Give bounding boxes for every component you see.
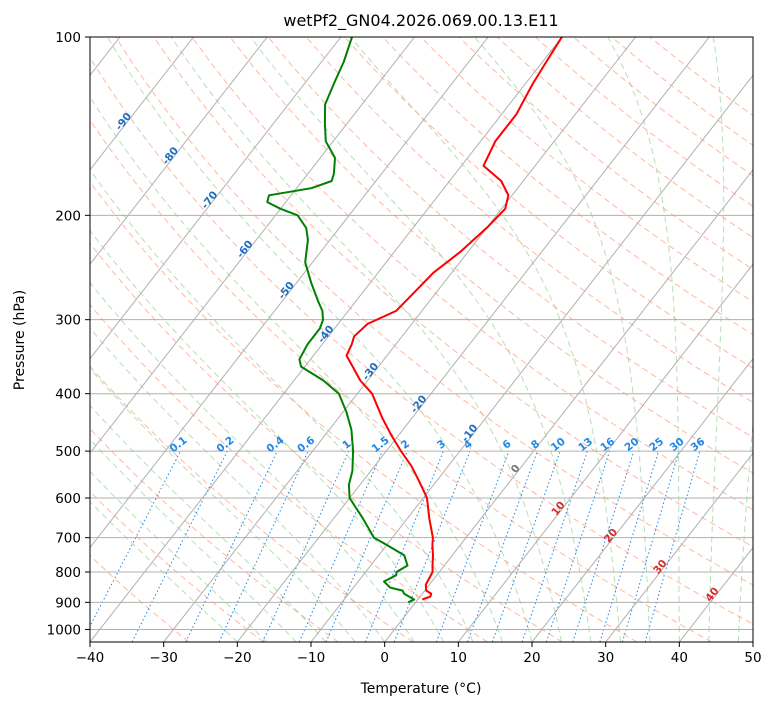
x-tick-label: 30	[597, 650, 614, 666]
x-tick-label: −30	[149, 650, 178, 666]
dry-adiabat	[229, 37, 753, 474]
x-tick-label: −10	[297, 650, 326, 666]
dry-adiabat	[90, 119, 712, 642]
moist-adiabat	[250, 37, 592, 642]
y-tick-label: 500	[55, 444, 81, 460]
x-tick-label: 40	[671, 650, 688, 666]
mixing-ratio-line	[521, 450, 588, 642]
dry-adiabat	[420, 37, 753, 303]
moist-adiabat	[106, 37, 533, 642]
mixing-ratio-line	[185, 450, 278, 642]
y-tick-label: 600	[55, 491, 81, 507]
y-axis-title: Pressure (hPa)	[12, 290, 28, 390]
y-tick-label: 300	[55, 313, 81, 329]
plot-frame	[89, 36, 754, 643]
x-axis-title: Temperature (°C)	[360, 681, 482, 697]
x-tick-label: −20	[223, 650, 252, 666]
x-tick-label: 20	[523, 650, 540, 666]
isotherm-line	[384, 168, 753, 642]
mixing-ratio-line	[218, 450, 309, 642]
dewpoint-line	[266, 37, 416, 604]
isotherm-line	[457, 263, 753, 642]
mixing-ratio-line	[621, 450, 680, 642]
isotherm-line	[605, 452, 753, 642]
y-tick-label: 1000	[47, 622, 81, 638]
y-tick-label: 700	[55, 531, 81, 547]
temperature-line	[345, 37, 563, 601]
moist-adiabat	[474, 37, 651, 642]
mixing-ratio-line	[599, 450, 660, 642]
dry-adiabat	[90, 554, 190, 642]
y-axis: 100 200 300 400 500 600 700 800 900 1000	[47, 30, 90, 638]
mixing-ratio-line	[491, 450, 561, 642]
isotherm-line	[90, 37, 342, 360]
isobar-grid	[90, 37, 753, 630]
chart-title: wetPf2_GN04.2026.069.00.13.E11	[283, 11, 558, 31]
x-tick-label: 50	[744, 650, 761, 666]
mixing-ratio-lines	[90, 450, 701, 642]
mixing-ratio-line	[467, 450, 538, 642]
moist-adiabat	[90, 404, 327, 642]
dry-adiabat	[90, 303, 488, 642]
plot-area: 0.10.20.40.611.52346810131620253036-100-…	[90, 37, 753, 642]
moist-adiabat	[90, 367, 356, 642]
moist-adiabat	[737, 418, 753, 642]
dry-adiabat	[267, 37, 753, 438]
dry-adiabat	[191, 37, 753, 511]
moist-adiabat	[90, 95, 503, 642]
mixing-ratio-line	[644, 450, 701, 642]
moist-adiabat	[90, 470, 268, 642]
mixing-ratio-line	[325, 450, 408, 642]
dry-adiabat	[90, 242, 563, 642]
y-tick-label: 200	[55, 208, 81, 224]
isotherm-line	[531, 357, 753, 642]
mixing-ratio-line	[298, 450, 383, 642]
moist-adiabat	[349, 37, 621, 642]
dry-adiabat	[90, 427, 339, 642]
dry-adiabat	[115, 37, 753, 586]
y-tick-label: 400	[55, 387, 81, 403]
x-axis: −40 −30 −20 −10 0 10 20 30 40 50	[76, 642, 762, 666]
moist-adiabat	[90, 501, 238, 642]
mixing-ratio-line	[545, 450, 611, 642]
x-tick-label: −40	[76, 650, 105, 666]
isotherm-line	[90, 37, 415, 454]
isotherm-line	[90, 37, 563, 642]
y-tick-label: 100	[55, 30, 81, 46]
y-tick-label: 900	[55, 595, 81, 611]
y-tick-label: 800	[55, 565, 81, 581]
isotherm-line	[163, 37, 636, 642]
dry-adiabat	[90, 56, 753, 625]
dry-adiabat	[90, 181, 638, 642]
moist-adiabat	[90, 168, 474, 642]
dry-adiabat	[382, 37, 753, 336]
isotherm-grid	[90, 37, 753, 642]
isotherm-line	[90, 37, 194, 171]
isotherm-line	[90, 37, 268, 266]
isotherm-line	[310, 74, 753, 642]
moist-adiabat	[90, 438, 297, 642]
x-tick-label: 0	[380, 650, 389, 666]
profile-series	[266, 37, 563, 604]
moist-adiabat	[607, 37, 680, 642]
mixing-ratio-line	[572, 450, 635, 642]
isotherm-line	[236, 37, 710, 642]
x-tick-label: 10	[450, 650, 467, 666]
isotherm-line	[90, 37, 489, 549]
moist-adiabat	[90, 229, 445, 642]
moist-adiabat	[170, 37, 562, 642]
mixing-ratio-line	[262, 450, 350, 642]
